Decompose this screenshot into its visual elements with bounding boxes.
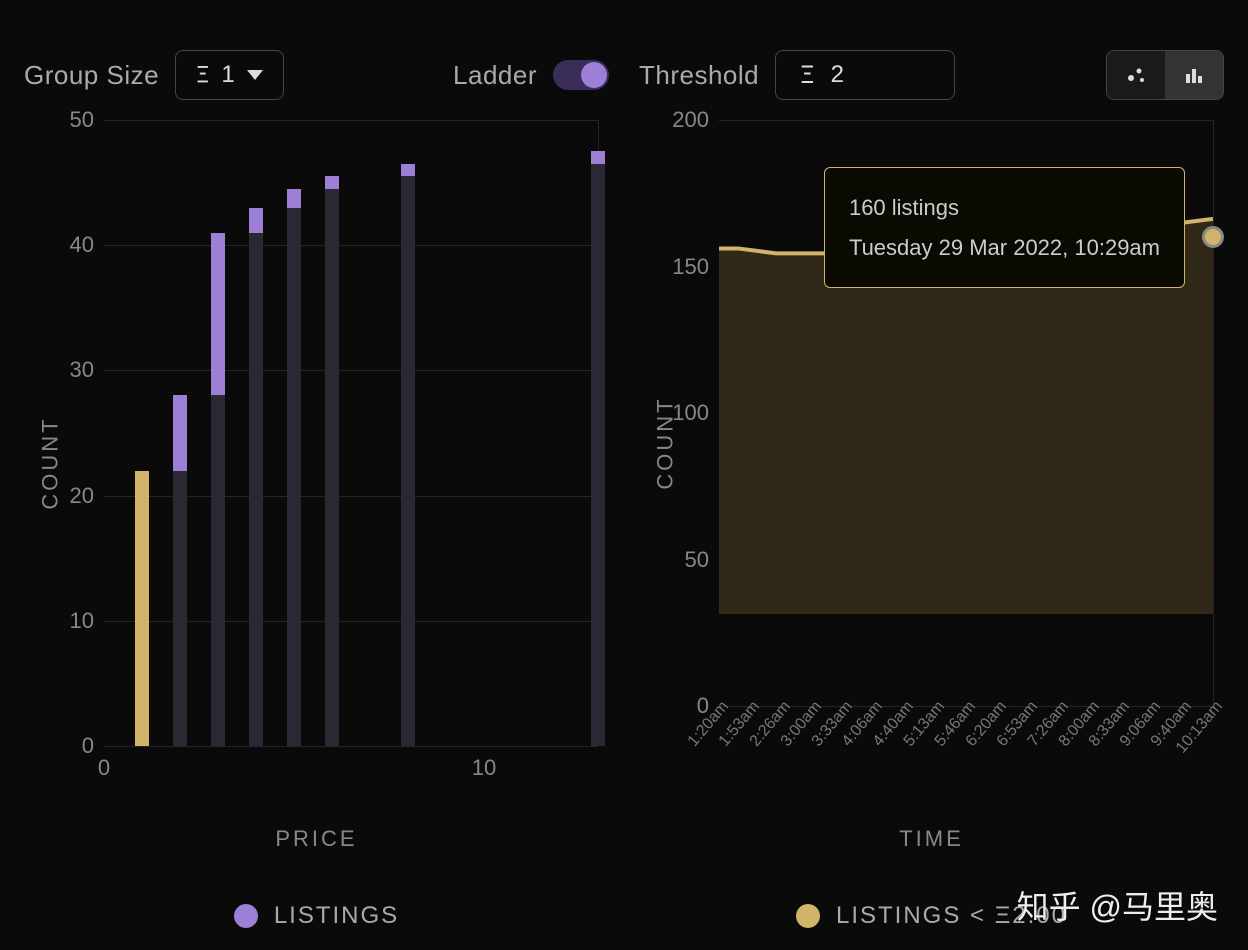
y-tick: 50 xyxy=(54,107,94,133)
time-plot: 160 listings Tuesday 29 Mar 2022, 10:29a… xyxy=(719,120,1214,706)
legend-label: LISTINGS xyxy=(274,902,399,930)
scatter-icon xyxy=(1125,64,1147,86)
x-axis-label: PRICE xyxy=(24,826,609,852)
bar[interactable] xyxy=(591,120,605,746)
group-size-dropdown[interactable]: Ξ1 xyxy=(175,50,284,100)
y-tick: 20 xyxy=(54,483,94,509)
y-tick: 50 xyxy=(669,547,709,573)
y-tick: 100 xyxy=(669,400,709,426)
legend-dot xyxy=(234,904,258,928)
scatter-view-button[interactable] xyxy=(1107,51,1165,99)
bar-view-button[interactable] xyxy=(1165,51,1223,99)
tooltip-point xyxy=(1202,226,1224,248)
y-tick: 150 xyxy=(669,254,709,280)
bar[interactable] xyxy=(249,120,263,746)
x-tick: 10 xyxy=(472,755,496,781)
threshold-input[interactable]: Ξ 2 xyxy=(775,50,955,100)
bar[interactable] xyxy=(173,120,187,746)
tooltip-value: 160 listings xyxy=(849,188,1160,228)
threshold-label: Threshold xyxy=(639,60,759,91)
y-tick: 200 xyxy=(669,107,709,133)
right-controls: Threshold Ξ 2 xyxy=(639,50,1224,100)
threshold-value: 2 xyxy=(831,61,844,89)
bar[interactable] xyxy=(211,120,225,746)
bar[interactable] xyxy=(135,120,149,746)
x-tick: 0 xyxy=(98,755,110,781)
tooltip: 160 listings Tuesday 29 Mar 2022, 10:29a… xyxy=(824,167,1185,288)
group-size-value: 1 xyxy=(221,61,234,89)
ladder-label: Ladder xyxy=(453,60,537,91)
chevron-down-icon xyxy=(247,70,263,80)
view-toggle xyxy=(1106,50,1224,100)
bar[interactable] xyxy=(287,120,301,746)
group-size-label: Group Size xyxy=(24,60,159,91)
legend-dot xyxy=(796,904,820,928)
toggle-knob xyxy=(581,62,607,88)
price-chart: COUNT 01020304050010 xyxy=(24,120,609,806)
x-axis-label: TIME xyxy=(639,826,1224,852)
eth-icon: Ξ xyxy=(196,63,209,88)
price-plot: 01020304050010 xyxy=(104,120,599,746)
bar[interactable] xyxy=(325,120,339,746)
bar-chart-icon xyxy=(1183,64,1205,86)
bar[interactable] xyxy=(401,120,415,746)
time-chart: COUNT 160 listings Tuesday 29 Mar 2022, … xyxy=(639,120,1224,766)
y-tick: 10 xyxy=(54,608,94,634)
y-tick: 40 xyxy=(54,232,94,258)
time-panel: Threshold Ξ 2 COUNT xyxy=(639,50,1224,930)
ladder-toggle[interactable] xyxy=(553,60,609,90)
y-tick: 30 xyxy=(54,357,94,383)
left-controls: Group Size Ξ1 Ladder xyxy=(24,50,609,100)
tooltip-date: Tuesday 29 Mar 2022, 10:29am xyxy=(849,228,1160,268)
price-panel: Group Size Ξ1 Ladder COUNT 0102030405001… xyxy=(24,50,609,930)
watermark: 知乎 @马里奥 xyxy=(1017,882,1218,928)
y-tick: 0 xyxy=(54,733,94,759)
eth-icon: Ξ xyxy=(800,61,814,89)
price-legend: LISTINGS xyxy=(24,902,609,930)
